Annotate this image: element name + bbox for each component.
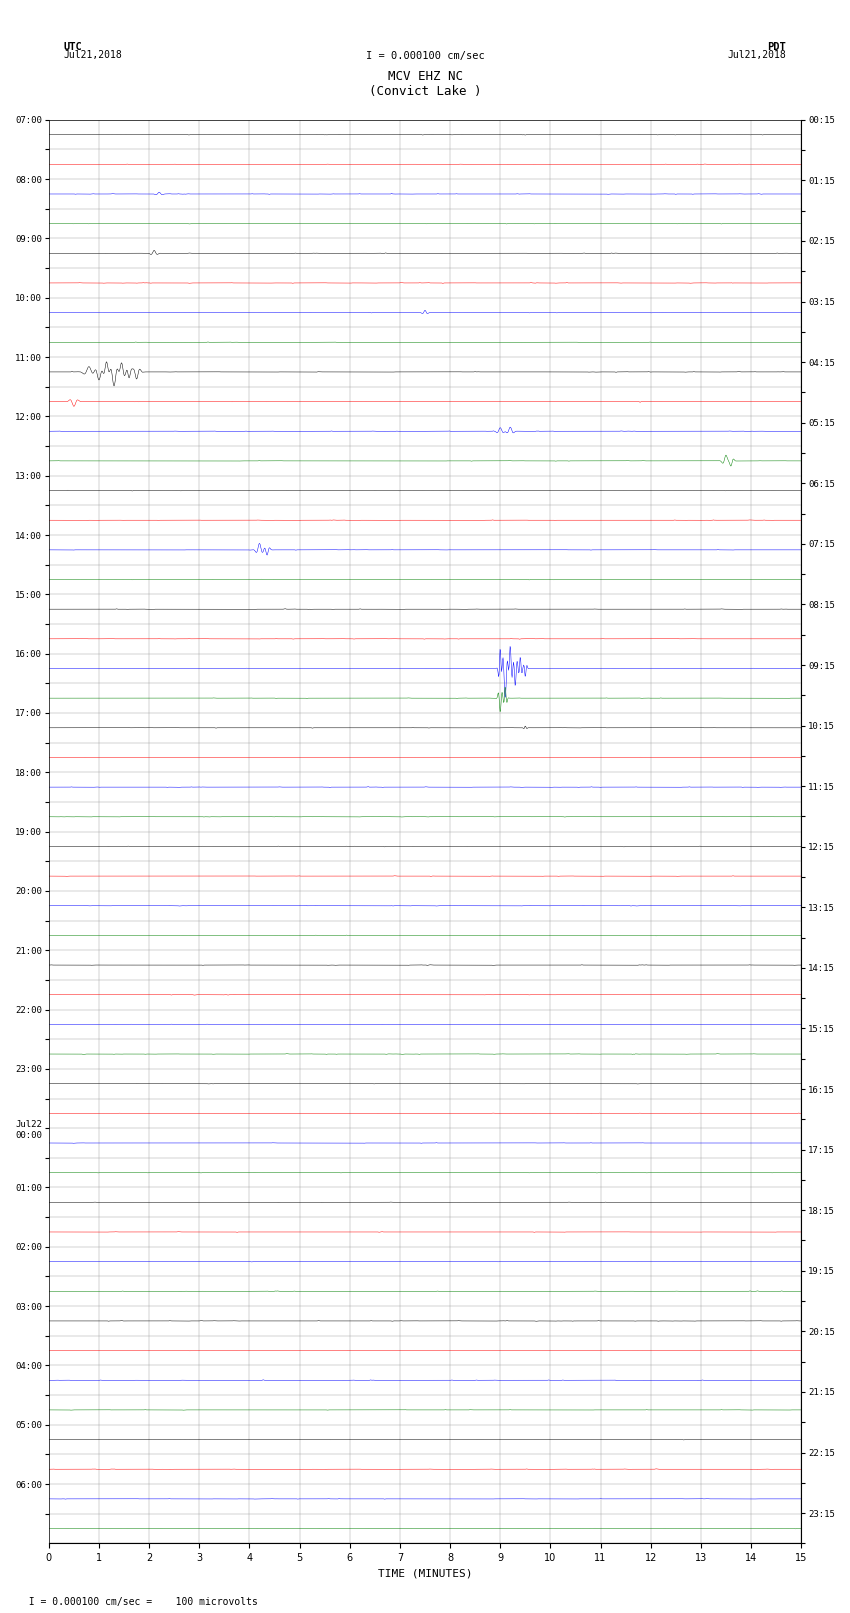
Text: UTC: UTC [64, 42, 82, 52]
Title: MCV EHZ NC
(Convict Lake ): MCV EHZ NC (Convict Lake ) [369, 69, 481, 98]
X-axis label: TIME (MINUTES): TIME (MINUTES) [377, 1569, 473, 1579]
Text: Jul21,2018: Jul21,2018 [728, 50, 786, 60]
Text: I = 0.000100 cm/sec =    100 microvolts: I = 0.000100 cm/sec = 100 microvolts [17, 1597, 258, 1607]
Text: Jul21,2018: Jul21,2018 [64, 50, 122, 60]
Text: PDT: PDT [768, 42, 786, 52]
Text: I = 0.000100 cm/sec: I = 0.000100 cm/sec [366, 50, 484, 61]
